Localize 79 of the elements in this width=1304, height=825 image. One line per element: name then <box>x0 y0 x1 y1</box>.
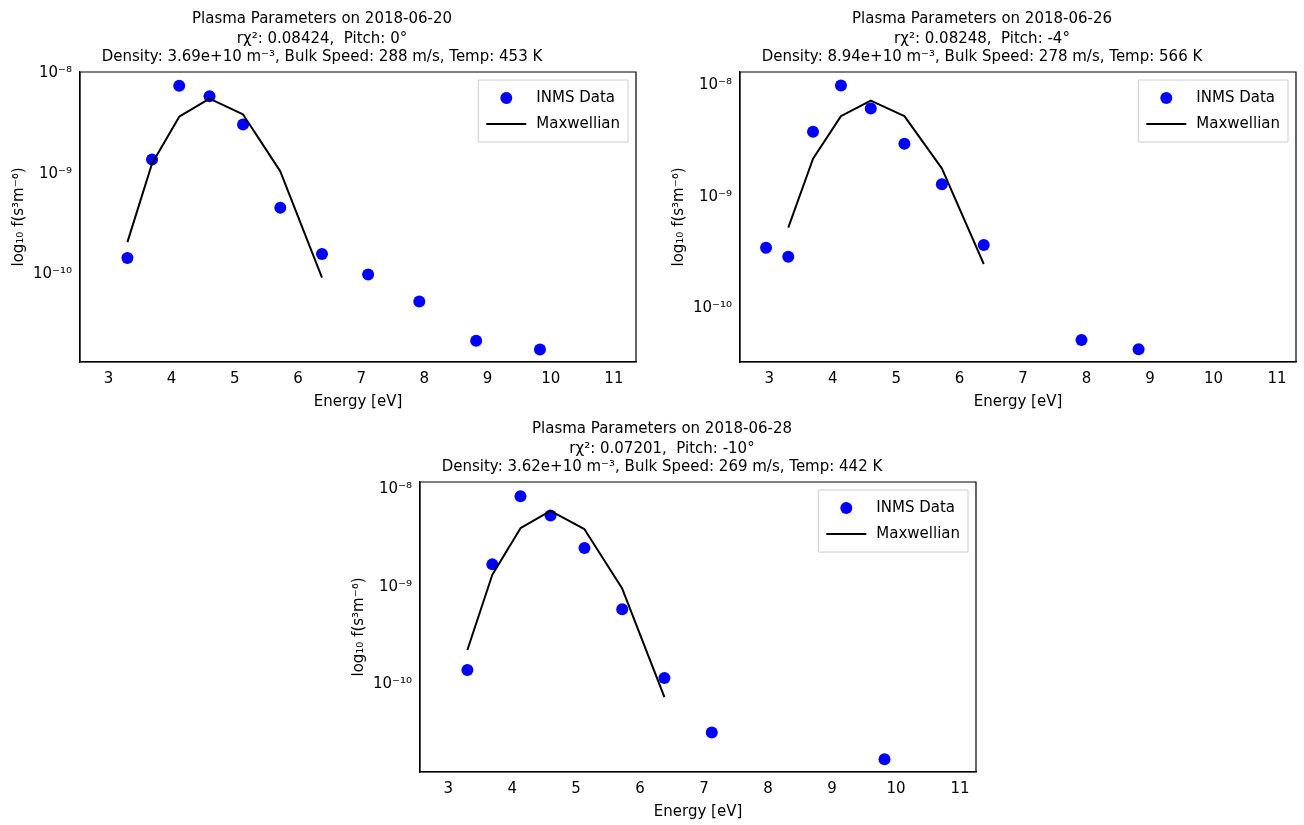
x-tick-label: 8 <box>763 778 773 797</box>
point <box>658 672 671 685</box>
y-axis-title: log₁₀ f(s³m⁻⁶) <box>348 577 367 677</box>
legend-label: INMS Data <box>1196 87 1275 106</box>
legend-label: INMS Data <box>536 87 615 106</box>
x-tick-label: 9 <box>482 368 493 387</box>
point <box>1075 333 1088 346</box>
x-tick-label: 10 <box>1203 368 1224 387</box>
y-tick-label: 10⁻⁹ <box>39 163 73 182</box>
point <box>413 295 426 308</box>
point <box>316 247 328 260</box>
y-tick-label: 10⁻¹⁰ <box>693 298 733 317</box>
x-tick-label: 7 <box>699 778 709 797</box>
point <box>834 79 847 92</box>
point <box>514 490 527 503</box>
x-tick-label: 8 <box>1081 368 1092 387</box>
x-tick-label: 4 <box>507 778 517 797</box>
chart-title: Plasma Parameters on 2018-06-28 <box>531 418 793 437</box>
x-tick-label: 3 <box>764 368 774 387</box>
x-tick-label: 11 <box>1267 368 1287 387</box>
y-tick-label: 10⁻¹⁰ <box>33 264 73 283</box>
point <box>616 603 629 616</box>
x-tick-label: 6 <box>635 778 645 797</box>
x-axis-title: Energy [eV] <box>973 391 1063 410</box>
chart-subtitle: rχ²: 0.08248, Pitch: -4° Density: 8.94e+10 m⁻³, Bulk Speed: 278 m/s, Temp: 566 K <box>761 28 1204 65</box>
x-tick-label: 5 <box>571 778 581 797</box>
x-axis-title: Energy [eV] <box>313 391 403 410</box>
y-tick-label: 10⁻⁸ <box>39 63 73 82</box>
point <box>898 137 911 150</box>
x-tick-label: 5 <box>891 368 901 387</box>
x-axis-title: Energy [eV] <box>653 801 743 820</box>
chart-title: Plasma Parameters on 2018-06-20 <box>191 8 453 27</box>
x-tick-label: 11 <box>604 368 624 387</box>
x-tick-label: 7 <box>356 368 366 387</box>
chart-subtitle: rχ²: 0.07201, Pitch: -10° Density: 3.62e+10 m⁻³, Bulk Speed: 269 m/s, Temp: 442 K <box>441 438 884 475</box>
x-tick-label: 10 <box>541 368 561 387</box>
point <box>760 241 773 254</box>
point <box>935 178 948 191</box>
point <box>578 542 591 555</box>
x-tick-label: 4 <box>827 368 838 387</box>
point <box>362 268 375 281</box>
y-tick-label: 10⁻⁹ <box>379 576 413 595</box>
point <box>1132 343 1145 356</box>
point <box>274 201 287 214</box>
point <box>470 334 483 347</box>
legend-label: Maxwellian <box>536 113 621 132</box>
point <box>121 251 134 264</box>
x-tick-label: 5 <box>230 368 240 387</box>
x-tick-label: 4 <box>166 368 177 387</box>
y-axis-title: log₁₀ f(s³m⁻⁶) <box>668 167 687 267</box>
point <box>461 664 474 677</box>
point <box>533 343 546 356</box>
point <box>878 753 891 766</box>
x-tick-label: 9 <box>1145 368 1155 387</box>
y-tick-label: 10⁻¹⁰ <box>373 674 413 693</box>
chart-subtitle: rχ²: 0.08424, Pitch: 0° Density: 3.69e+10 m⁻³, Bulk Speed: 288 m/s, Temp: 453 K <box>101 28 544 65</box>
y-tick-label: 10⁻⁹ <box>699 186 733 205</box>
y-tick-label: 10⁻⁸ <box>379 479 413 498</box>
chart-title: Plasma Parameters on 2018-06-26 <box>851 8 1113 27</box>
x-tick-label: 3 <box>443 778 453 797</box>
y-tick-label: 10⁻⁸ <box>699 75 733 94</box>
legend-label: Maxwellian <box>1196 113 1281 132</box>
point <box>705 726 718 739</box>
x-tick-label: 6 <box>293 368 303 387</box>
x-tick-label: 6 <box>954 368 965 387</box>
y-axis-title: log₁₀ f(s³m⁻⁶) <box>8 167 27 267</box>
x-tick-label: 3 <box>103 368 114 387</box>
x-tick-label: 7 <box>1018 368 1028 387</box>
point <box>173 79 186 92</box>
x-tick-label: 10 <box>886 778 906 797</box>
legend-label: Maxwellian <box>876 523 961 542</box>
legend-label: INMS Data <box>876 497 955 516</box>
point <box>782 250 795 263</box>
x-tick-label: 8 <box>419 368 430 387</box>
point <box>864 102 877 115</box>
point <box>977 239 990 252</box>
x-tick-label: 9 <box>827 778 837 797</box>
x-tick-label: 11 <box>950 778 970 797</box>
point <box>807 125 820 138</box>
